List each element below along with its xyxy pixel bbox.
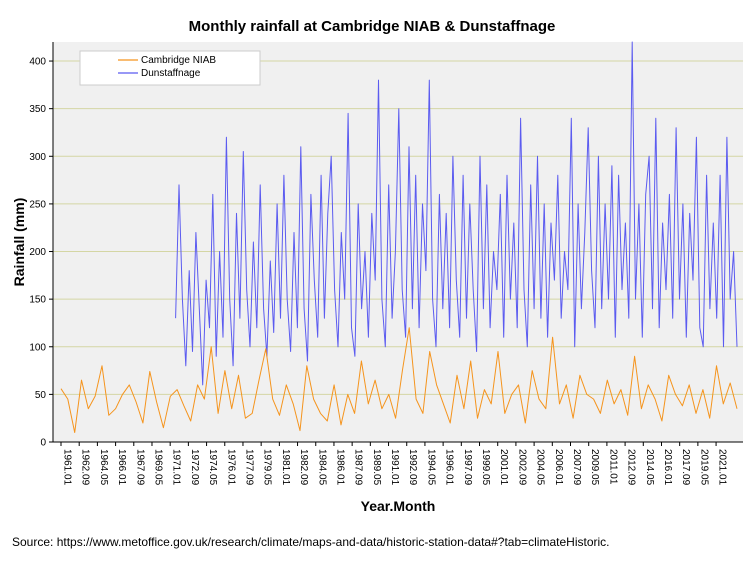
x-tick-label-0: 1961.01 [62,449,73,486]
x-tick-label-36: 2021.01 [717,449,728,486]
x-tick-label-2: 1964.05 [98,449,109,486]
x-axis-title: Year.Month [361,498,436,514]
x-tick-label-21: 1996.01 [444,449,455,486]
x-tick-label-27: 2006.01 [553,449,564,486]
legend-box [79,50,261,86]
chart-title: Monthly rainfall at Cambridge NIAB & Dun… [189,18,556,35]
y-tick-label-400: 400 [29,57,46,68]
x-tick-label-26: 2004.05 [535,449,546,486]
legend-label-dunstaffnage: Dunstaffnage [141,68,201,79]
x-tick-label-4: 1967.09 [134,449,145,486]
x-tick-label-28: 2007.09 [571,449,582,486]
x-tick-label-24: 2001.01 [498,449,509,486]
x-tick-label-32: 2014.05 [644,449,655,486]
x-tick-label-22: 1997.09 [462,449,473,486]
x-tick-label-29: 2009.05 [589,449,600,486]
x-tick-label-7: 1972.09 [189,449,200,486]
x-tick-label-20: 1994.05 [425,449,436,486]
x-tick-label-16: 1987.09 [353,449,364,486]
x-tick-label-18: 1991.01 [389,449,400,486]
x-tick-label-13: 1982.09 [298,449,309,486]
x-tick-label-34: 2017.09 [680,449,691,486]
x-tick-label-1: 1962.09 [80,449,91,486]
y-tick-label-150: 150 [29,295,46,306]
y-tick-label-350: 350 [29,104,46,115]
x-tick-label-19: 1992.09 [407,449,418,486]
x-tick-label-25: 2002.09 [516,449,527,486]
legend: Cambridge NIAB Dunstaffnage [79,50,261,86]
x-tick-label-9: 1976.01 [225,449,236,486]
series-line-cambridge [60,327,738,433]
x-tick-label-31: 2012.09 [626,449,637,486]
x-tick-label-23: 1999.05 [480,449,491,486]
x-tick-label-11: 1979.05 [262,449,273,486]
x-tick-label-8: 1974.05 [207,449,218,486]
x-tick-label-15: 1986.01 [334,449,345,486]
x-tick-label-3: 1966.01 [116,449,127,486]
series-line-dunstaffnage [175,41,738,386]
x-tick-label-35: 2019.05 [698,449,709,486]
y-tick-label-300: 300 [29,152,46,163]
y-tick-label-0: 0 [40,438,46,449]
y-tick-label-250: 250 [29,199,46,210]
y-tick-label-50: 50 [35,390,47,401]
legend-label-cambridge: Cambridge NIAB [141,55,216,66]
x-tick-label-5: 1969.05 [152,449,163,486]
x-axis-ticks: 1961.01 1962.09 1964.05 1966.01 1967.09 1969.… [60,442,728,486]
y-axis-ticks: 0 50 100 150 200 250 300 350 400 [29,57,53,449]
x-tick-label-12: 1981.01 [280,449,291,486]
y-tick-label-100: 100 [29,342,46,353]
source-note: Source: https://www.metoffice.gov.uk/res… [12,535,610,549]
y-axis-title: Rainfall (mm) [11,198,27,287]
x-tick-label-10: 1977.09 [243,449,254,486]
x-tick-label-14: 1984.05 [316,449,327,486]
x-tick-label-30: 2011.01 [607,449,618,485]
series-layer [60,41,738,433]
x-tick-label-17: 1989.05 [371,449,382,486]
x-tick-label-6: 1971.01 [171,449,182,486]
x-tick-label-33: 2016.01 [662,449,673,486]
y-tick-label-200: 200 [29,247,46,258]
